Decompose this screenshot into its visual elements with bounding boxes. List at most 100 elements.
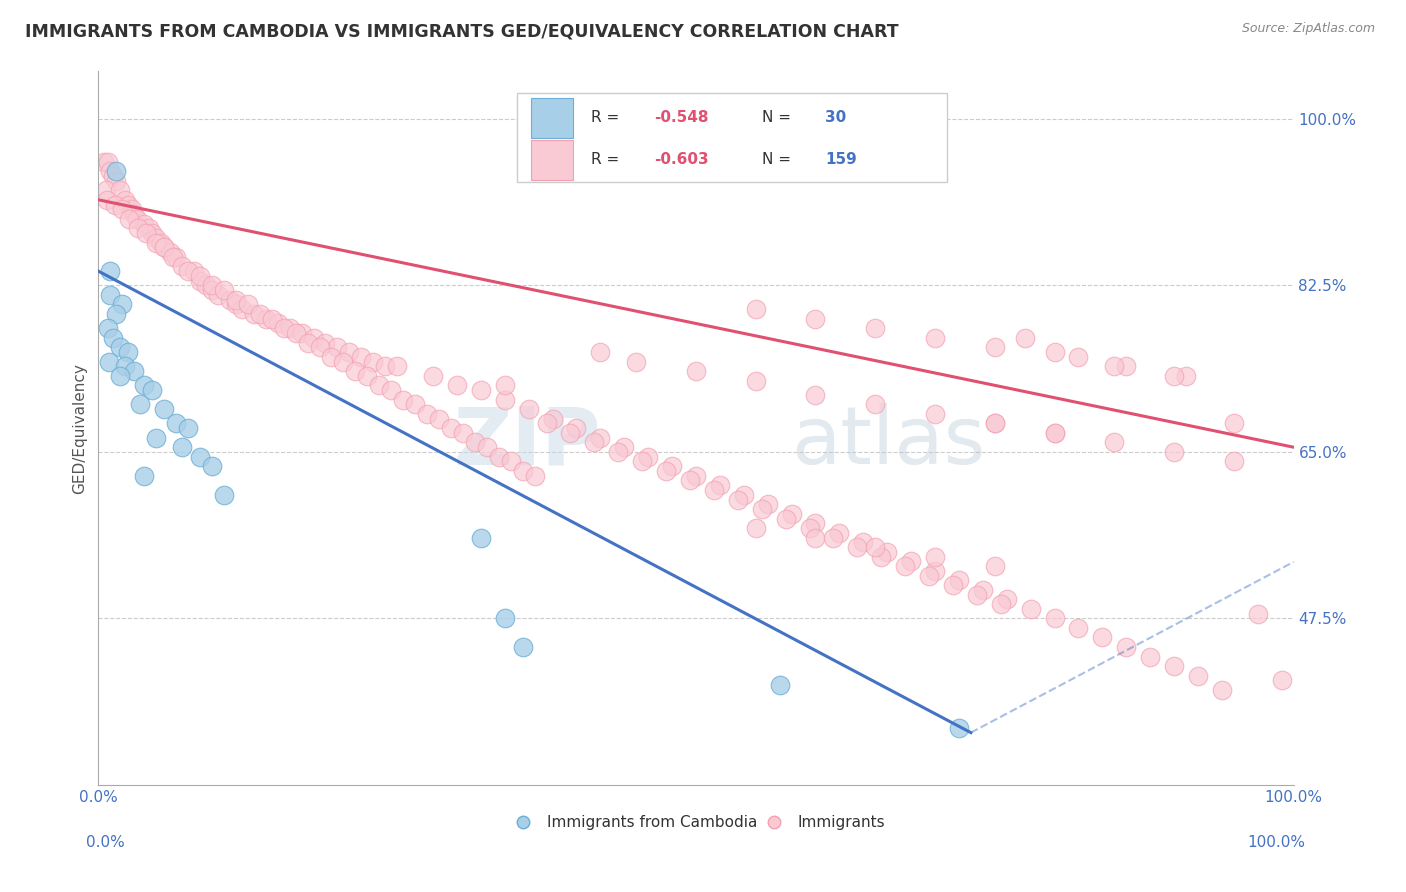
Point [512,464,534,478]
Text: N =: N = [762,153,796,167]
Point [655,464,678,478]
Point [536,417,558,431]
Point [141,383,163,397]
Point [631,454,654,468]
Point [865,540,887,554]
Point [984,340,1007,354]
Point [894,559,917,574]
Point [589,431,612,445]
Point [685,364,707,378]
Point [1067,350,1090,364]
Point [108,183,131,197]
Point [1014,331,1036,345]
Point [1175,368,1198,383]
Point [188,274,211,288]
Point [984,559,1007,574]
Point [589,345,612,359]
Point [846,540,869,554]
FancyBboxPatch shape [517,93,948,182]
Point [876,545,898,559]
Point [111,297,134,311]
Point [212,488,235,502]
Point [105,174,128,188]
Point [108,340,131,354]
Point [339,345,361,359]
Text: Immigrants: Immigrants [797,814,886,830]
Point [870,549,893,564]
Point [121,202,143,217]
Point [828,525,851,540]
Point [356,368,378,383]
Text: ZIP: ZIP [453,403,600,482]
Point [141,226,163,240]
Point [541,411,564,425]
Point [195,278,218,293]
Point [464,435,486,450]
Point [523,468,546,483]
Point [1163,445,1185,459]
Point [219,293,242,307]
Text: R =: R = [591,111,624,125]
Point [1187,668,1209,682]
Point [565,421,588,435]
Point [637,450,659,464]
Point [114,359,136,374]
Point [1115,640,1137,654]
Point [118,211,141,226]
Point [207,288,229,302]
Point [117,345,139,359]
Point [98,164,122,178]
Point [129,397,152,411]
Point [768,678,790,692]
Point [924,407,946,421]
Point [948,721,970,735]
Point [124,364,146,378]
Text: Source: ZipAtlas.com: Source: ZipAtlas.com [1241,22,1375,36]
Point [153,240,176,254]
Point [254,311,277,326]
Point [380,383,402,397]
Point [733,488,755,502]
Point [114,193,136,207]
Point [138,221,160,235]
Text: N =: N = [762,111,796,125]
Point [924,331,946,345]
Point [560,425,582,440]
Point [94,183,117,197]
Point [236,297,259,311]
Point [475,440,498,454]
Point [231,302,253,317]
Point [125,211,148,226]
Point [98,354,121,368]
Point [101,169,124,183]
Point [804,531,827,545]
Point [727,492,749,507]
Point [440,421,463,435]
Point [990,597,1012,611]
Point [321,350,343,364]
Point [494,378,516,392]
Point [392,392,415,407]
Point [1223,417,1246,431]
Point [368,378,391,392]
Point [127,221,149,235]
Point [132,468,155,483]
Point [267,317,290,331]
Point [1043,425,1066,440]
Point [159,245,181,260]
Point [98,264,122,278]
Point [1067,621,1090,635]
Point [104,197,127,211]
Point [177,421,200,435]
Point [679,474,702,488]
Y-axis label: GED/Equivalency: GED/Equivalency [72,363,87,493]
Point [607,445,630,459]
Point [966,588,988,602]
Point [470,531,492,545]
Point [799,521,821,535]
Point [924,564,946,578]
Point [823,531,845,545]
Point [165,417,187,431]
Point [284,326,307,340]
Point [972,582,994,597]
